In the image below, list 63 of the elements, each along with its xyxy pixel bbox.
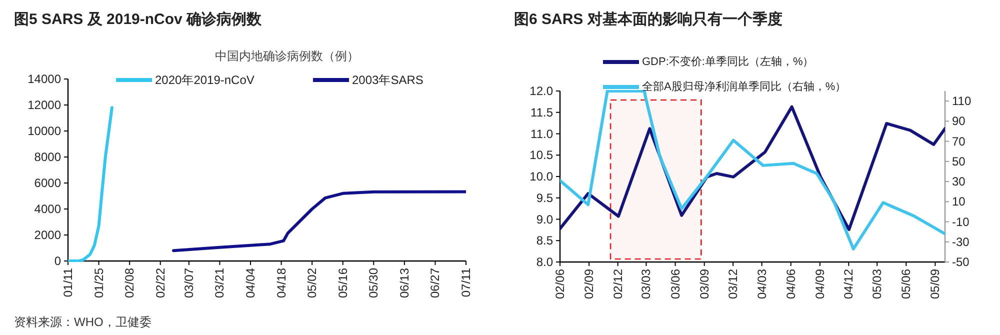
y-tick-label: 14000 xyxy=(28,72,62,86)
legend-label: 全部A股归母净利润单季同比（右轴，%） xyxy=(642,80,846,93)
y-tick-label: 2000 xyxy=(34,228,62,242)
x-tick-label: 03/12 xyxy=(726,268,740,300)
line-series xyxy=(68,106,114,262)
y-tick-label: 8000 xyxy=(34,150,62,164)
x-tick-label: 04/09 xyxy=(812,268,827,300)
x-tick-label: 03/09 xyxy=(697,268,712,300)
y2-tick-label: -10 xyxy=(952,214,970,229)
x-tick-label: 05/06 xyxy=(899,268,914,300)
y2-tick-label: 10 xyxy=(952,194,966,209)
x-tick-label: 05/16 xyxy=(336,268,350,298)
y-tick-label: 11.5 xyxy=(530,105,554,120)
x-tick-label: 06/27 xyxy=(428,268,442,298)
x-tick-label: 03/06 xyxy=(668,268,682,300)
x-tick-label: 03/07 xyxy=(182,268,196,298)
x-tick-label: 01/25 xyxy=(92,268,106,298)
x-tick-label: 07/11 xyxy=(459,268,473,298)
y-tick-label: 0 xyxy=(54,254,62,268)
y-tick-label: 12000 xyxy=(28,98,62,112)
y2-tick-label: 90 xyxy=(952,114,966,128)
x-tick-label: 05/30 xyxy=(366,268,381,298)
y-tick-label: 10000 xyxy=(28,124,62,138)
y-tick-label: 10.5 xyxy=(530,148,554,162)
y-tick-label: 4000 xyxy=(34,202,62,216)
y-tick-label: 12.0 xyxy=(530,84,554,98)
x-tick-label: 01/11 xyxy=(61,268,75,298)
x-tick-label: 04/06 xyxy=(784,268,798,300)
y2-tick-label: 50 xyxy=(952,154,966,168)
text: 资料来源：WHO，卫健委 xyxy=(14,315,152,329)
y2-tick-label: 110 xyxy=(952,94,972,108)
y2-tick-label: -30 xyxy=(952,234,970,249)
legend-label: 2020年2019-nCoV xyxy=(155,73,254,87)
y-tick-label: 11.0 xyxy=(530,126,554,141)
x-tick-label: 02/12 xyxy=(610,268,625,300)
legend-label: 2003年SARS xyxy=(352,73,424,87)
x-tick-label: 02/08 xyxy=(122,268,137,298)
y-tick-label: 9.0 xyxy=(536,212,554,226)
x-tick-label: 02/09 xyxy=(582,268,596,300)
y2-tick-label: 70 xyxy=(952,134,966,148)
x-tick-label: 04/03 xyxy=(754,268,769,300)
x-tick-label: 05/09 xyxy=(928,268,942,300)
x-tick-label: 05/03 xyxy=(870,268,884,300)
x-tick-label: 02/06 xyxy=(553,268,567,300)
x-tick-label: 03/03 xyxy=(639,268,654,300)
x-tick-label: 03/21 xyxy=(212,268,227,298)
y-tick-label: 8.5 xyxy=(536,234,554,248)
x-tick-label: 04/04 xyxy=(244,268,258,298)
chart-title: 图6 SARS 对基本面的影响只有一个季度 xyxy=(514,10,782,28)
y-tick-label: 9.5 xyxy=(536,190,554,205)
y2-tick-label: -50 xyxy=(952,255,970,269)
x-tick-label: 02/22 xyxy=(153,268,168,298)
chart-title: 图5 SARS 及 2019-nCov 确诊病例数 xyxy=(14,11,263,28)
chart-subtitle: 中国内地确诊病例数（例） xyxy=(215,49,359,63)
x-tick-label: 06/13 xyxy=(397,268,412,298)
y-tick-label: 10.0 xyxy=(530,170,554,184)
y-tick-label: 8.0 xyxy=(536,255,554,269)
x-tick-label: 05/02 xyxy=(305,268,320,298)
y2-tick-label: 30 xyxy=(952,174,966,189)
x-tick-label: 04/18 xyxy=(274,268,288,298)
legend-label: GDP:不变价:单季同比（左轴，%） xyxy=(642,55,814,68)
y-tick-label: 6000 xyxy=(34,176,62,190)
x-tick-label: 04/12 xyxy=(842,268,856,300)
